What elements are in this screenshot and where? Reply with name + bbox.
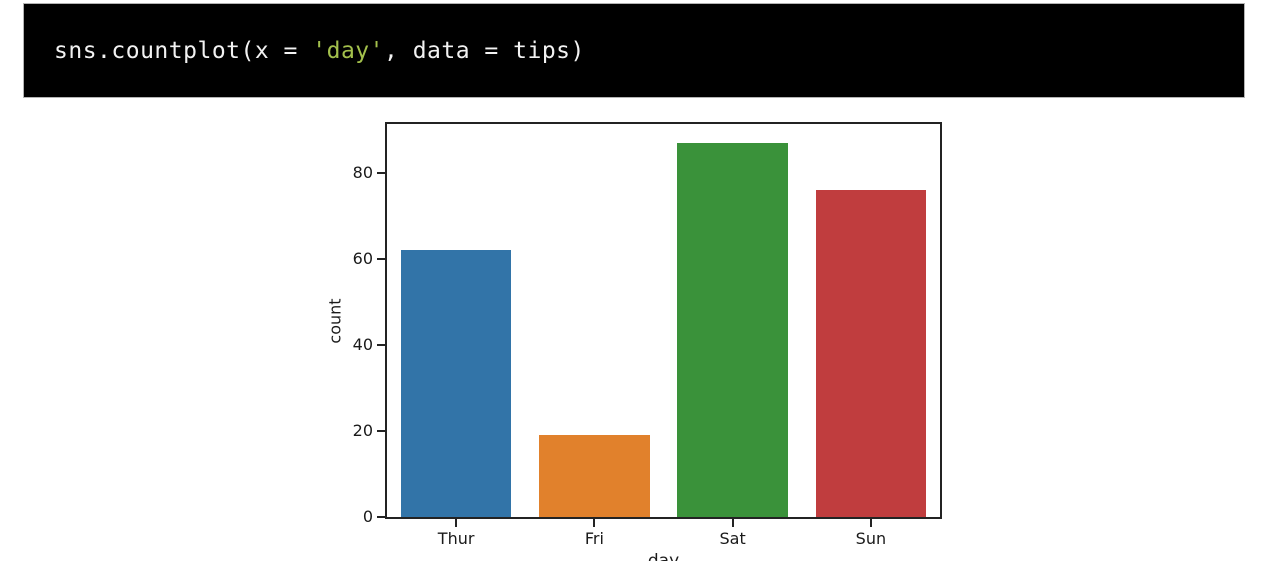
y-tick-label-60: 60 (352, 248, 373, 268)
y-tick-20 (377, 429, 385, 432)
x-tick-sat (731, 519, 734, 527)
y-tick-60 (377, 257, 385, 260)
y-tick-label-0: 0 (362, 507, 373, 526)
y-tick-label-80: 80 (352, 162, 373, 182)
y-tick-40 (377, 343, 385, 346)
code-line: sns.countplot(x = 'day', data = tips) (24, 38, 585, 64)
code-text-after: , data = tips) (384, 37, 585, 64)
code-text-before: sns.countplot(x = (54, 37, 313, 64)
x-tick-fri (593, 519, 596, 527)
y-tick-label-40: 40 (352, 334, 373, 354)
x-axis-label: day (647, 551, 680, 561)
y-axis-label: count (325, 297, 345, 344)
y-tick-0 (377, 516, 385, 518)
x-tick-label-fri: Fri (584, 529, 604, 548)
bar-thur (400, 250, 512, 517)
x-tick-sun (869, 519, 872, 527)
bar-fri (539, 435, 650, 517)
code-cell[interactable]: sns.countplot(x = 'day', data = tips) (23, 3, 1245, 98)
code-string-literal: 'day' (312, 37, 384, 64)
y-tick-label-20: 20 (352, 420, 373, 440)
x-tick-label-sat: Sat (719, 529, 746, 548)
countplot-figure: count day Thur Fri Sat Sun 0 20 40 60 80 (326, 122, 942, 561)
bar-sun (815, 190, 927, 517)
x-tick-label-thur: Thur (437, 529, 475, 548)
bar-sat (677, 142, 788, 517)
x-tick-thur (455, 519, 458, 527)
x-tick-label-sun: Sun (855, 529, 887, 548)
y-tick-80 (377, 171, 385, 174)
